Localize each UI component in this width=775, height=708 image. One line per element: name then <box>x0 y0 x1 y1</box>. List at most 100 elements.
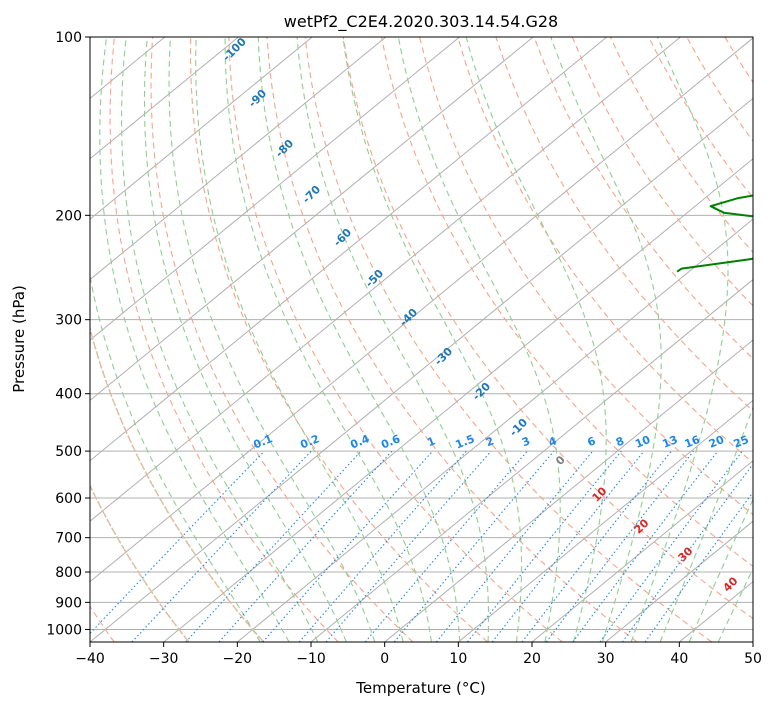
isotherm-line <box>90 37 753 583</box>
mixing-ratio-label: 13 <box>661 433 680 451</box>
isotherm-line <box>605 520 753 642</box>
x-axis-label: Temperature (°C) <box>355 679 485 697</box>
isotherm-line <box>458 399 753 642</box>
isotherm-line <box>90 37 239 160</box>
x-tick-label: −20 <box>223 651 253 667</box>
plot-frame <box>89 36 754 643</box>
mixing-ratio-label: 20 <box>707 433 726 451</box>
y-tick-label: 100 <box>55 30 82 46</box>
mixing-ratio-label: 16 <box>683 433 702 451</box>
moist-adiabat-line <box>224 37 432 642</box>
isobar-lines <box>90 37 753 630</box>
mixing-ratio-line <box>545 450 694 642</box>
moist-adiabat-line <box>195 37 404 642</box>
dry-adiabat-line <box>571 37 753 307</box>
moist-adiabat-line <box>397 37 561 642</box>
y-axis-label: Pressure (hPa) <box>10 285 28 393</box>
mixing-ratio-line <box>644 491 753 642</box>
mixing-ratio-label: 10 <box>633 433 652 451</box>
isotherm-line <box>90 37 387 281</box>
x-tick-label: 30 <box>597 651 615 667</box>
mixing-ratio-line <box>262 450 434 642</box>
y-tick-label: 700 <box>55 531 82 547</box>
isotherm-line <box>90 37 534 402</box>
x-tick-label: 0 <box>380 651 389 667</box>
isotherm-line <box>163 158 753 642</box>
mixing-ratio-line <box>131 450 312 642</box>
mixing-ratio-line <box>621 463 753 642</box>
mixing-ratio-line <box>393 450 555 642</box>
mixing-ratio-lines <box>90 450 753 642</box>
dry-adiabat-line <box>342 37 753 620</box>
mixing-ratio-label: 2 <box>484 434 496 449</box>
special-dry-adiabat-line <box>90 325 265 642</box>
dry-adiabat-line <box>533 37 753 360</box>
y-tick-label: 800 <box>55 565 82 581</box>
dry-adiabat-line <box>495 37 753 412</box>
x-tick-label: 40 <box>670 651 688 667</box>
isotherm-lines <box>90 37 753 642</box>
x-tick-label: 50 <box>744 651 762 667</box>
mixing-ratio-labels: 0.10.20.40.611.52346810131620253036 <box>252 432 753 451</box>
moist-adiabat-line <box>342 37 523 642</box>
mixing-ratio-line <box>467 450 622 642</box>
dry-adiabat-line <box>190 37 488 642</box>
dry-adiabat-line <box>457 37 753 464</box>
dry-adiabat-line <box>150 37 414 642</box>
moist-adiabat-line <box>257 37 461 642</box>
dry-adiabat-line <box>228 37 563 642</box>
mixing-ratio-line <box>185 450 362 642</box>
moist-adiabat-line <box>120 37 319 642</box>
special-dry-adiabat-line <box>90 483 190 642</box>
isotherm-line <box>90 37 608 462</box>
x-tick-label: −40 <box>75 651 105 667</box>
mixing-ratio-label: 3 <box>520 434 532 449</box>
x-axis-ticks: −40 −30 −20 −10 0 10 20 30 40 50 <box>75 642 762 667</box>
isotherm-line <box>310 278 753 642</box>
mixing-ratio-line <box>599 450 743 642</box>
isotherm-line <box>531 460 753 642</box>
isotherm-line <box>90 37 681 522</box>
mixing-ratio-line <box>491 450 645 642</box>
dewpoint-line <box>676 194 753 273</box>
moist-adiabat-line <box>296 37 490 642</box>
mixing-ratio-line <box>435 450 594 642</box>
mixing-ratio-label: 8 <box>614 434 626 449</box>
mixing-ratio-label: 1 <box>425 434 437 449</box>
special-dry-adiabat-lines <box>90 325 265 642</box>
isotherm-line <box>384 339 753 642</box>
isotherm-line <box>90 37 460 341</box>
y-tick-label: 300 <box>55 313 82 329</box>
isotherm-line <box>90 37 313 220</box>
moist-adiabat-line <box>465 37 607 642</box>
isotherm-line <box>90 97 753 642</box>
mixing-ratio-line <box>364 450 528 642</box>
moist-adiabat-line <box>659 405 753 642</box>
mixing-ratio-line <box>90 450 265 635</box>
moist-adiabat-line <box>99 37 290 642</box>
x-tick-label: −10 <box>296 651 326 667</box>
mixing-ratio-line <box>218 450 393 642</box>
x-tick-label: 20 <box>523 651 541 667</box>
moist-adiabat-line <box>90 273 261 642</box>
y-tick-label: 1000 <box>46 622 82 638</box>
chart-title: wetPf2_C2E4.2020.303.14.54.G28 <box>284 12 558 32</box>
moist-adiabat-line <box>550 37 662 642</box>
y-tick-label: 600 <box>55 491 82 507</box>
dry-adiabat-line <box>109 37 339 642</box>
y-tick-label: 200 <box>55 208 82 224</box>
plot-area: 0.10.20.40.611.52346810131620253036 -100… <box>90 37 753 642</box>
moist-adiabat-line <box>168 37 376 642</box>
moist-adiabat-line <box>143 37 347 642</box>
sounding-series <box>676 194 753 273</box>
y-tick-label: 400 <box>55 387 82 403</box>
moist-adiabat-lines <box>90 37 753 642</box>
y-axis-ticks: 100 200 300 400 500 600 700 800 900 1000 <box>46 30 90 638</box>
isotherm-line <box>237 218 753 642</box>
y-tick-label: 900 <box>55 595 82 611</box>
x-tick-label: −30 <box>149 651 179 667</box>
mixing-ratio-line <box>572 450 719 642</box>
moist-adiabat-line <box>630 37 729 642</box>
